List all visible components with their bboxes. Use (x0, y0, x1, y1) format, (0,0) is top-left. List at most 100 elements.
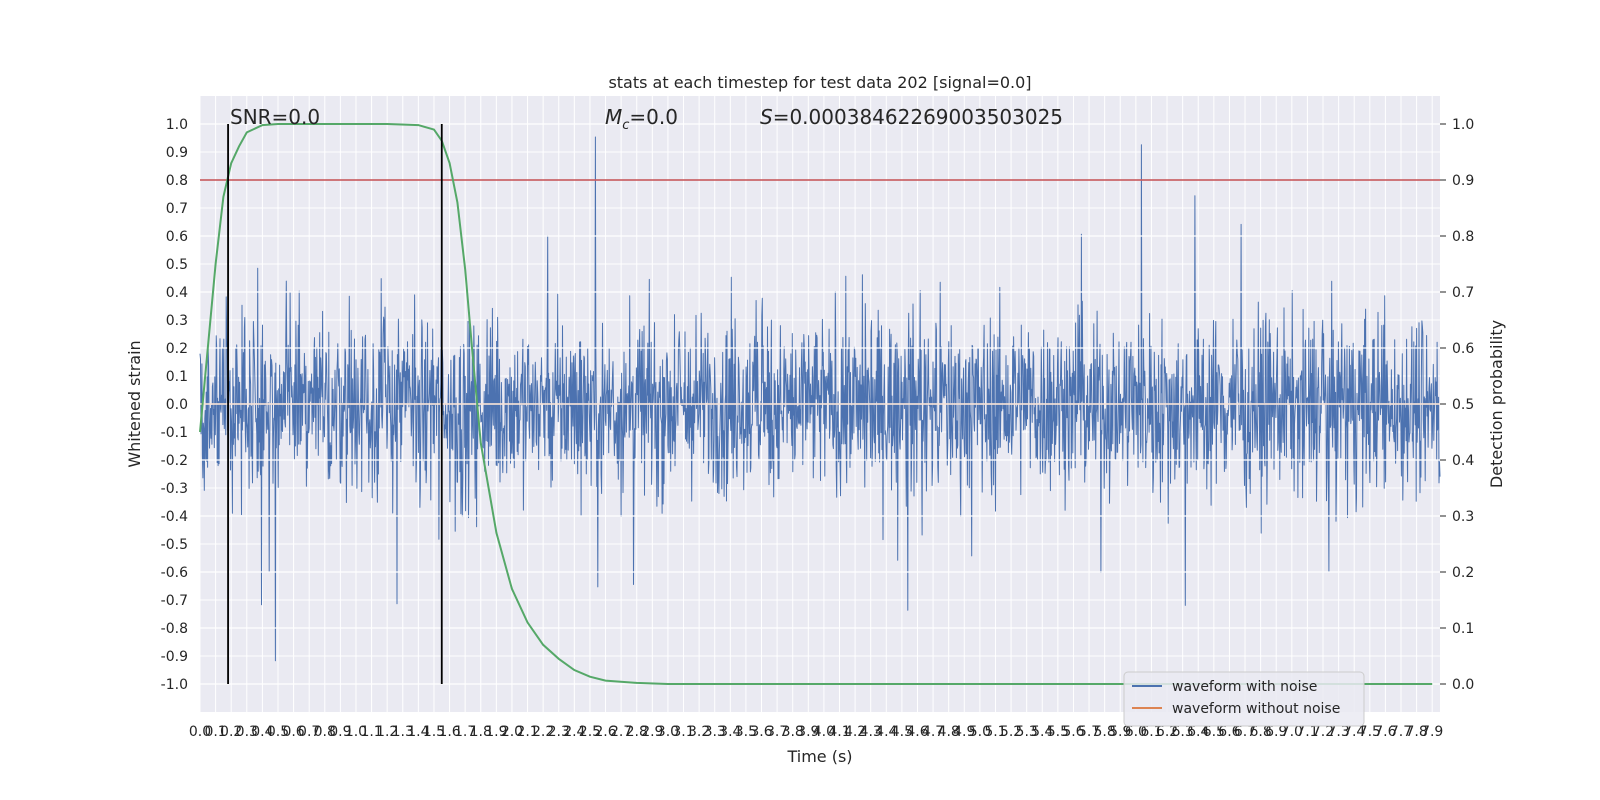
x-tick-label: 7.8 (1405, 724, 1427, 740)
x-tick-label: 3.3 (704, 724, 726, 740)
y-tick-label: 0.1 (166, 369, 188, 385)
x-tick-label: 1.4 (407, 724, 429, 740)
x-tick-label: 2.3 (548, 724, 570, 740)
x-tick-label: 4.7 (922, 724, 944, 740)
x-tick-label: 0.2 (220, 724, 242, 740)
x-tick-label: 5.5 (1047, 724, 1069, 740)
x-tick-label: 4.5 (891, 724, 913, 740)
y2-tick-label: 0.1 (1452, 621, 1474, 637)
x-tick-label: 4.0 (813, 724, 835, 740)
x-tick-label: 0.3 (236, 724, 258, 740)
x-tick-label: 2.6 (594, 724, 616, 740)
x-tick-label: 3.8 (782, 724, 804, 740)
x-tick-label: 5.8 (1094, 724, 1116, 740)
x-tick-label: 1.7 (454, 724, 476, 740)
noise-trace (199, 136, 1441, 662)
x-tick-label: 2.5 (579, 724, 601, 740)
y2-tick-label: 0.8 (1452, 229, 1474, 245)
x-tick-label: 1.2 (376, 724, 398, 740)
x-tick-label: 7.5 (1359, 724, 1381, 740)
y-tick-label: -0.7 (161, 593, 188, 609)
x-tick-label: 4.6 (906, 724, 928, 740)
x-tick-label: 5.2 (1000, 724, 1022, 740)
x-tick-label: 1.6 (438, 724, 460, 740)
y-tick-label: -0.4 (161, 509, 188, 525)
y-tick-label: 0.5 (166, 257, 188, 273)
x-tick-label: 5.4 (1031, 724, 1053, 740)
y2-tick-label: 0.6 (1452, 341, 1474, 357)
y-tick-label: 0.2 (166, 341, 188, 357)
chart-title: stats at each timestep for test data 202… (608, 73, 1031, 92)
y-tick-label: 1.0 (166, 117, 188, 133)
x-tick-label: 7.6 (1374, 724, 1396, 740)
x-tick-label: 5.1 (984, 724, 1006, 740)
x-tick-label: 6.6 (1218, 724, 1240, 740)
x-tick-label: 4.1 (828, 724, 850, 740)
annotation-s: S=0.00038462269003503025 (760, 105, 1063, 129)
x-tick-label: 7.4 (1343, 724, 1365, 740)
annotation-mc: Mc=0.0 (605, 105, 678, 133)
x-tick-label: 6.2 (1156, 724, 1178, 740)
x-axis-title: Time (s) (786, 747, 852, 766)
x-tick-label: 1.8 (470, 724, 492, 740)
x-tick-label: 0.6 (282, 724, 304, 740)
legend: waveform with noise waveform without noi… (1123, 671, 1365, 727)
x-tick-label: 7.2 (1312, 724, 1334, 740)
x-tick-label: 2.9 (641, 724, 663, 740)
vertical-markers (227, 124, 443, 684)
y-tick-label: -1.0 (161, 677, 188, 693)
legend-box (1123, 671, 1365, 727)
x-tick-label: 0.0 (189, 724, 211, 740)
y-tick-label: -0.3 (161, 481, 188, 497)
x-tick-label: 0.5 (267, 724, 289, 740)
y-tick-label: -0.1 (161, 425, 188, 441)
x-tick-label: 6.7 (1234, 724, 1256, 740)
x-tick-label: 6.8 (1249, 724, 1271, 740)
x-tick-label: 2.0 (501, 724, 523, 740)
x-tick-label: 1.1 (360, 724, 382, 740)
x-tick-label: 2.7 (610, 724, 632, 740)
x-tick-label: 0.7 (298, 724, 320, 740)
x-tick-label: 6.0 (1125, 724, 1147, 740)
x-tick-label: 2.2 (532, 724, 554, 740)
x-tick-label: 6.3 (1172, 724, 1194, 740)
y2-tick-label: 0.7 (1452, 285, 1474, 301)
x-tick-label: 3.9 (797, 724, 819, 740)
y2-tick-label: 1.0 (1452, 117, 1474, 133)
legend-label-clean: waveform without noise (1172, 701, 1340, 717)
legend-label-noise: waveform with noise (1172, 679, 1317, 695)
x-tick-label: 3.5 (735, 724, 757, 740)
x-tick-label: 7.1 (1296, 724, 1318, 740)
y-tick-label: -0.9 (161, 649, 188, 665)
x-tick-label: 3.6 (750, 724, 772, 740)
x-tick-label: 7.3 (1327, 724, 1349, 740)
x-tick-label: 5.7 (1078, 724, 1100, 740)
x-tick-label: 5.3 (1016, 724, 1038, 740)
x-tick-label: 4.8 (938, 724, 960, 740)
y2-axis-title: Detection probability (1487, 320, 1506, 488)
x-tick-label: 4.3 (860, 724, 882, 740)
y-tick-label: 0.0 (166, 397, 188, 413)
x-tick-label: 6.9 (1265, 724, 1287, 740)
x-tick-label: 7.9 (1421, 724, 1443, 740)
y-tick-label: -0.6 (161, 565, 188, 581)
y-tick-label: -0.2 (161, 453, 188, 469)
annotation-snr: SNR=0.0 (230, 105, 320, 129)
x-tick-label: 3.0 (657, 724, 679, 740)
x-tick-label: 2.8 (626, 724, 648, 740)
y-tick-label: 0.3 (166, 313, 188, 329)
y-tick-label: -0.5 (161, 537, 188, 553)
x-tick-labels: 0.00.10.20.30.40.50.60.70.80.91.01.11.21… (189, 724, 1443, 740)
y-tick-label: 0.7 (166, 201, 188, 217)
y-tick-label: -0.8 (161, 621, 188, 637)
y-tick-label: 0.9 (166, 145, 188, 161)
x-tick-label: 3.7 (766, 724, 788, 740)
x-tick-label: 6.1 (1140, 724, 1162, 740)
x-tick-label: 3.4 (719, 724, 741, 740)
x-tick-label: 5.0 (969, 724, 991, 740)
x-tick-label: 5.9 (1109, 724, 1131, 740)
x-tick-label: 1.9 (485, 724, 507, 740)
series-detection-probability (199, 123, 1433, 685)
y-tick-label: 0.8 (166, 173, 188, 189)
y-tick-labels: 1.0 0.9 0.8 0.7 0.6 0.5 0.4 0.3 0.2 0.1 0.0 -0.1 -0.… (161, 117, 188, 693)
